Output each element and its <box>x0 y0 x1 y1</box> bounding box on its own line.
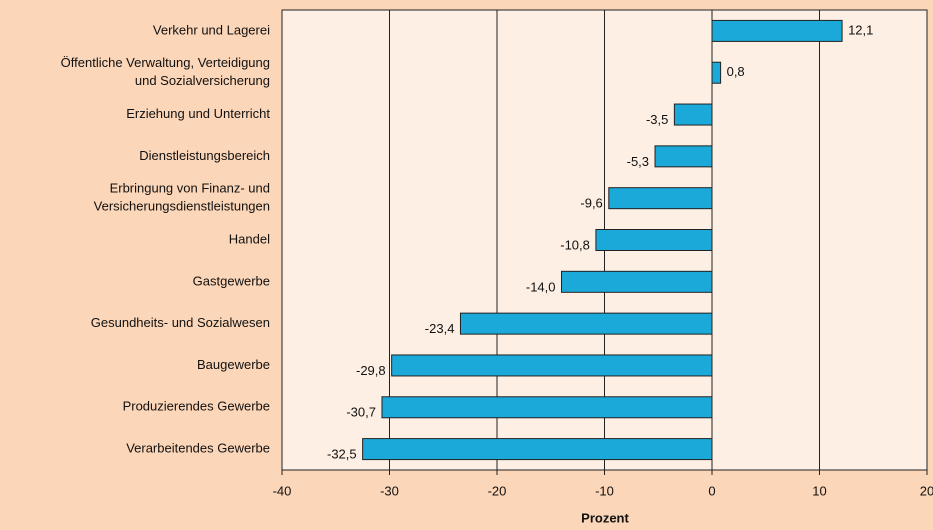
bar <box>362 438 713 461</box>
value-label: -30,7 <box>346 405 376 420</box>
category-label: Versicherungsdienstleistungen <box>94 199 270 214</box>
x-tick-label: -30 <box>380 483 399 498</box>
value-label: -29,8 <box>356 363 386 378</box>
value-label: -3,5 <box>646 112 668 127</box>
category-label: Öffentliche Verwaltung, Verteidigung <box>61 55 270 70</box>
bar <box>381 396 713 419</box>
bar <box>391 354 713 377</box>
x-tick-label: -10 <box>595 483 614 498</box>
category-label: Verkehr und Lagerei <box>153 22 270 37</box>
value-label: -14,0 <box>526 279 556 294</box>
category-label: Gesundheits- und Sozialwesen <box>91 315 270 330</box>
bar <box>654 145 713 168</box>
value-label: -10,8 <box>560 237 590 252</box>
category-label: Verarbeitendes Gewerbe <box>126 441 270 456</box>
value-label: -23,4 <box>425 321 455 336</box>
category-label: Produzierendes Gewerbe <box>123 399 270 414</box>
bar <box>595 229 713 251</box>
bar <box>561 270 713 293</box>
value-label: -5,3 <box>627 154 649 169</box>
x-tick-label: -20 <box>488 483 507 498</box>
bar <box>711 19 843 42</box>
value-label: 12,1 <box>848 22 873 37</box>
category-label: Erbringung von Finanz- und <box>110 181 270 196</box>
value-label: -32,5 <box>327 447 357 462</box>
x-tick-label: 0 <box>708 483 715 498</box>
x-axis-label: Prozent <box>581 510 629 525</box>
category-label: Handel <box>229 231 270 246</box>
category-label: und Sozialversicherung <box>135 73 270 88</box>
category-label: Baugewerbe <box>197 357 270 372</box>
x-tick-label: -40 <box>273 483 292 498</box>
value-label: -9,6 <box>580 196 602 211</box>
category-label: Erziehung und Unterricht <box>126 106 270 121</box>
bar <box>608 187 713 210</box>
category-label: Dienstleistungsbereich <box>139 148 270 163</box>
x-tick-label: 20 <box>920 483 933 498</box>
x-tick-label: 10 <box>812 483 826 498</box>
value-label: 0,8 <box>727 64 745 79</box>
bar <box>459 312 713 335</box>
bar <box>673 103 713 126</box>
bar <box>711 61 722 84</box>
category-label: Gastgewerbe <box>193 273 270 288</box>
